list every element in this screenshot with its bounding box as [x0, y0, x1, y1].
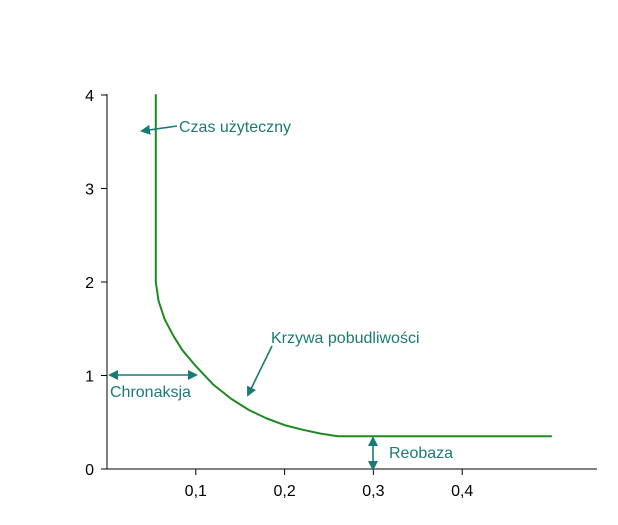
reobaza-label: Reobaza: [389, 445, 453, 462]
czas-uzyteczny-label: Czas użyteczny: [179, 119, 291, 136]
y-tick-label: 1: [85, 369, 94, 386]
x-tick-label: 0,4: [451, 483, 473, 500]
czas-uzyteczny-arrow: [140, 124, 178, 135]
annotation-krzywa-pobudliwosci: Krzywa pobudliwości: [247, 330, 420, 397]
krzywa-pobudliwosci-label: Krzywa pobudliwości: [271, 330, 420, 347]
excitability-curve-line: [154, 94, 552, 438]
annotation-chronaksja: Chronaksja: [108, 370, 198, 401]
y-tick-label: 2: [85, 275, 94, 292]
axes: [101, 94, 597, 475]
y-tick-label: 3: [85, 182, 94, 199]
y-tick-label: 4: [85, 88, 94, 105]
tick-labels: 0 1 2 3 4 0,1 0,2 0,3 0,4: [85, 88, 473, 500]
x-tick-label: 0,3: [362, 483, 384, 500]
x-tick-label: 0,2: [273, 483, 295, 500]
chronaksja-label: Chronaksja: [110, 384, 191, 401]
series: [154, 94, 552, 438]
annotation-reobaza: Reobaza: [368, 436, 453, 471]
y-tick-label: 0: [85, 462, 94, 479]
krzywa-pobudliwosci-arrow: [247, 345, 273, 397]
x-tick-label: 0,1: [185, 483, 207, 500]
annotation-czas-uzyteczny: Czas użyteczny: [140, 119, 291, 136]
